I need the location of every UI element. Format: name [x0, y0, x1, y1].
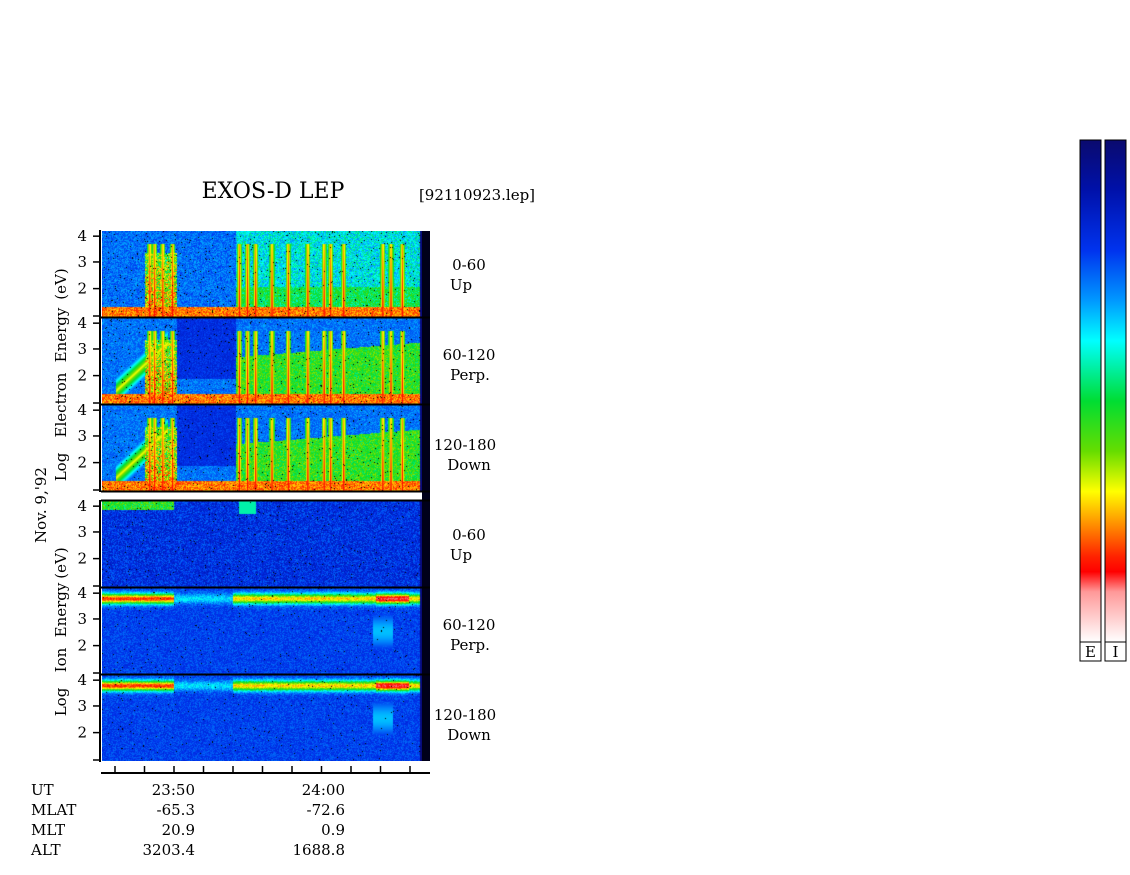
- mlat-value-1: -65.3: [157, 801, 195, 819]
- y-tick-label: 4: [77, 497, 87, 515]
- file-label: [92110923.lep]: [419, 186, 535, 204]
- label-electron-perp-dir: Perp.: [450, 366, 490, 384]
- alt-value-1: 3203.4: [143, 841, 196, 859]
- electron-ylabel-electron: Electron: [52, 372, 70, 437]
- x-ticks: [114, 766, 411, 773]
- y-tick-label: 3: [77, 340, 87, 358]
- ion-ylabel-ev: (eV): [52, 547, 70, 578]
- ion-ylabel-energy: Energy: [52, 582, 70, 637]
- x-info-table: UT MLAT MLT ALT 23:50 -65.3 20.9 3203.4 …: [30, 781, 345, 859]
- panel-electron-perp: [102, 318, 428, 404]
- chart-title: EXOS-D LEP: [202, 179, 345, 204]
- ut-value-1: 23:50: [152, 781, 195, 799]
- x-axis: [101, 766, 430, 774]
- panel-labels: 0-60 Up 60-120 Perp. 120-180 Down 0-60 U…: [434, 256, 496, 744]
- panel-ion-up: [102, 501, 428, 587]
- colorbar-ion-scale: [1104, 139, 1127, 643]
- panel-ion-perp: [102, 588, 428, 674]
- y-tick-label: 4: [77, 227, 87, 245]
- panel-electron-up: [102, 231, 428, 317]
- row-label-ut: UT: [31, 781, 54, 799]
- y-tick-label: 4: [77, 401, 87, 419]
- electron-ylabel-log: Log: [52, 452, 70, 481]
- y-tick-label: 3: [77, 253, 87, 271]
- y-tick-label: 2: [77, 550, 87, 568]
- y-tick-label: 2: [77, 724, 87, 742]
- mlt-value-1: 20.9: [162, 821, 195, 839]
- mlat-value-2: -72.6: [307, 801, 345, 819]
- label-ion-down-dir: Down: [447, 726, 491, 744]
- electron-ylabel-ev: (eV): [52, 268, 70, 299]
- label-ion-up-angle: 0-60: [452, 526, 486, 544]
- spectrogram-electron-up: [102, 231, 428, 317]
- spectrogram-electron-down: [102, 405, 428, 491]
- ut-value-2: 24:00: [302, 781, 345, 799]
- ion-ylabel-log: Log: [52, 687, 70, 716]
- spectrogram-ion-down: [102, 675, 428, 761]
- label-ion-up-dir: Up: [450, 546, 472, 564]
- row-label-mlat: MLAT: [31, 801, 76, 819]
- colorbar-ion-label-box: [1104, 641, 1127, 662]
- label-electron-perp-angle: 60-120: [443, 346, 496, 364]
- electron-ylabel: Log Electron Energy (eV): [52, 268, 70, 481]
- colorbar-electron-label: E: [1085, 643, 1096, 661]
- colorbar-electron-scale: [1079, 139, 1102, 643]
- label-ion-perp-angle: 60-120: [443, 616, 496, 634]
- colorbar-electron-label-box: [1079, 641, 1102, 662]
- y-tick-label: 3: [77, 427, 87, 445]
- right-edge-strip: [422, 231, 430, 761]
- panel-electron-down: [102, 405, 428, 491]
- y-tick-label: 4: [77, 671, 87, 689]
- label-electron-up-angle: 0-60: [452, 256, 486, 274]
- y-tick-label: 2: [77, 454, 87, 472]
- spectrogram-ion-up: [102, 501, 428, 587]
- spectrogram-ion-perp: [102, 588, 428, 674]
- spectrogram-electron-perp: [102, 318, 428, 404]
- y-tick-label: 3: [77, 697, 87, 715]
- alt-value-2: 1688.8: [293, 841, 346, 859]
- y-tick-label: 4: [77, 314, 87, 332]
- ion-ylabel: Log Ion Energy (eV): [52, 547, 70, 716]
- panel-frames: [99, 230, 430, 762]
- mlt-value-2: 0.9: [321, 821, 345, 839]
- colorbar-ion: I: [1104, 139, 1127, 662]
- row-label-alt: ALT: [30, 841, 61, 859]
- y-tick-label: 2: [77, 280, 87, 298]
- label-ion-perp-dir: Perp.: [450, 636, 490, 654]
- label-ion-down-angle: 120-180: [434, 706, 496, 724]
- label-electron-down-dir: Down: [447, 456, 491, 474]
- electron-ylabel-energy: Energy: [52, 307, 70, 362]
- label-electron-down-angle: 120-180: [434, 436, 496, 454]
- row-label-mlt: MLT: [31, 821, 65, 839]
- colorbar-ion-label: I: [1113, 643, 1119, 661]
- y-axes: 2 3 4 2 3 4 2 3 4 2 3 4 2 3 4 2 3 4: [77, 227, 101, 761]
- panel-ion-down: [102, 675, 428, 761]
- y-tick-label: 3: [77, 523, 87, 541]
- colorbar-electron: E: [1079, 139, 1102, 662]
- label-electron-up-dir: Up: [450, 276, 472, 294]
- date-label: Nov. 9,'92: [32, 467, 50, 543]
- ion-ylabel-ion: Ion: [52, 647, 70, 672]
- y-tick-label: 2: [77, 637, 87, 655]
- y-tick-label: 2: [77, 367, 87, 385]
- y-tick-label: 3: [77, 610, 87, 628]
- y-tick-label: 4: [77, 584, 87, 602]
